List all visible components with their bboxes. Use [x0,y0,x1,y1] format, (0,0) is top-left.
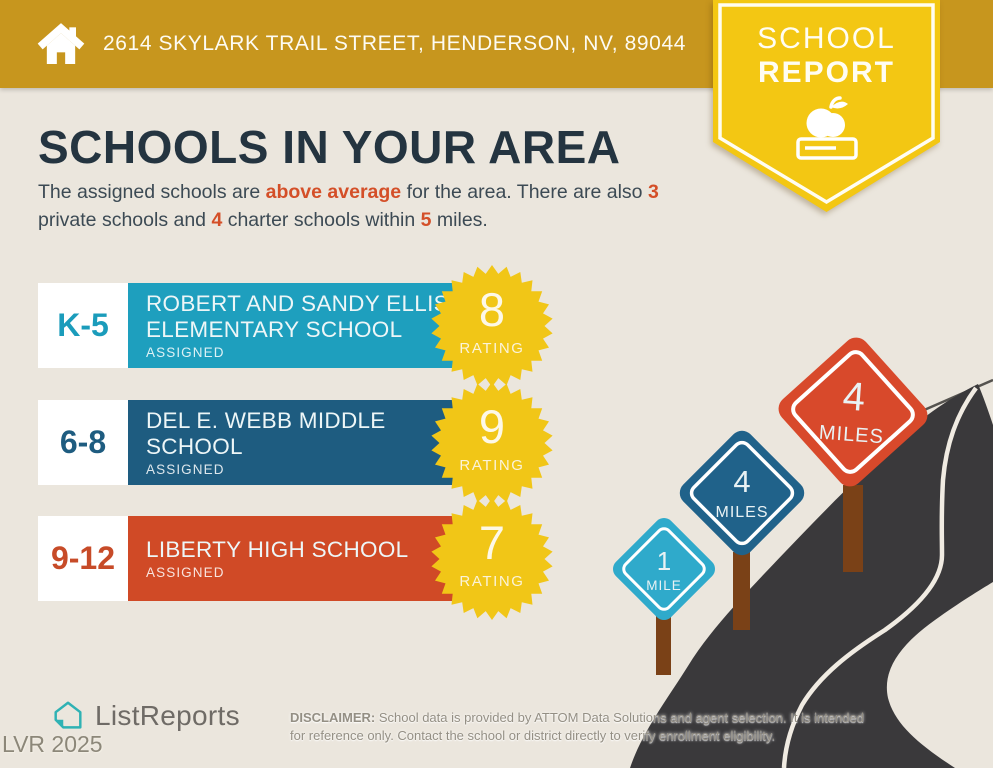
badge-line-school: SCHOOL [757,22,896,55]
assigned-label: ASSIGNED [146,461,225,477]
badge-line-report: REPORT [757,56,895,89]
property-address: 2614 SKYLARK TRAIL STREET, HENDERSON, NV… [103,32,686,55]
intro-highlight-above-average: above average [265,181,402,203]
school-bar: LIBERTY HIGH SCHOOL ASSIGNED [128,516,460,601]
page-title: SCHOOLS IN YOUR AREA [38,121,621,173]
intro-highlight-miles: 5 [420,208,432,231]
svg-text:MILES: MILES [818,422,884,448]
home-icon [37,23,85,64]
grade-range-label: 6-8 [38,400,128,485]
sign-post [843,485,863,572]
rating-value: 8 [478,283,506,336]
rating-label: RATING [459,573,525,590]
intro-text: The assigned schools are above average f… [38,179,693,234]
mile-sign-1: 1 MILE [612,517,716,621]
svg-text:4: 4 [733,464,750,499]
road-surface [630,384,993,768]
svg-text:MILE: MILE [646,578,682,593]
school-row-elementary: K-5 ROBERT AND SANDY ELLIS ELEMENTARY SC… [38,265,598,387]
apple-on-book-icon [795,96,858,160]
school-row-high: 9-12 LIBERTY HIGH SCHOOL ASSIGNED 7 RATI… [38,498,598,620]
school-bar: DEL E. WEBB MIDDLE SCHOOL ASSIGNED [128,400,460,485]
intro-highlight-private-count: 3 [647,181,659,203]
school-name-line1: ROBERT AND SANDY ELLIS [146,291,449,317]
rating-badge: 8 RATING [430,264,554,388]
sign-post [656,615,671,675]
rating-badge: 9 RATING [430,381,554,505]
assigned-label: ASSIGNED [146,565,225,581]
rating-label: RATING [459,340,525,357]
svg-text:4: 4 [841,374,866,419]
school-bar: ROBERT AND SANDY ELLIS ELEMENTARY SCHOOL… [128,283,460,368]
watermark: LVR 2025 [2,731,103,757]
school-row-middle: 6-8 DEL E. WEBB MIDDLE SCHOOL ASSIGNED 9… [38,382,598,504]
intro-highlight-charter-count: 4 [211,208,223,231]
rating-value: 9 [478,400,506,453]
starburst-icon [431,498,553,620]
grade-range-label: K-5 [38,283,128,368]
intro-seg: for the area. There are also [401,181,648,203]
starburst-icon [431,382,553,504]
school-name-line1: DEL E. WEBB MIDDLE [146,408,386,434]
listreports-icon [54,701,82,729]
school-report-badge: SCHOOL REPORT [713,0,940,218]
assigned-label: ASSIGNED [146,344,225,360]
road-center-line [781,386,978,768]
intro-seg: private schools and [38,208,212,231]
rating-value: 7 [478,516,506,569]
brand-name: ListReports [95,700,240,731]
listreports-logo: ListReports [50,699,240,733]
road-horizon-line [914,378,993,416]
rating-badge: 7 RATING [430,497,554,621]
intro-seg: The assigned schools are [38,181,266,203]
school-name-line2: ELEMENTARY SCHOOL [146,316,403,342]
svg-text:1: 1 [657,546,671,576]
school-name-line1: LIBERTY HIGH SCHOOL [146,536,409,562]
starburst-icon [431,265,553,387]
mile-sign-2: 4 MILES [679,430,805,556]
disclaimer-label: DISCLAIMER: [290,710,376,725]
rating-label: RATING [459,457,525,474]
intro-seg: miles. [431,208,488,231]
disclaimer-body: School data is provided by ATTOM Data So… [290,710,864,744]
mile-sign-3: 4 MILES [778,337,928,487]
distance-road-illustration: 1 MILE 4 MILES 4 MILES [612,337,993,768]
intro-seg: charter schools within [222,208,421,231]
svg-text:MILES: MILES [715,504,768,521]
grade-range-label: 9-12 [38,516,128,601]
disclaimer-text: DISCLAIMER: School data is provided by A… [290,709,882,746]
school-name-line2: SCHOOL [146,433,243,459]
sign-post [733,552,750,630]
ribbon-shape [713,0,940,212]
